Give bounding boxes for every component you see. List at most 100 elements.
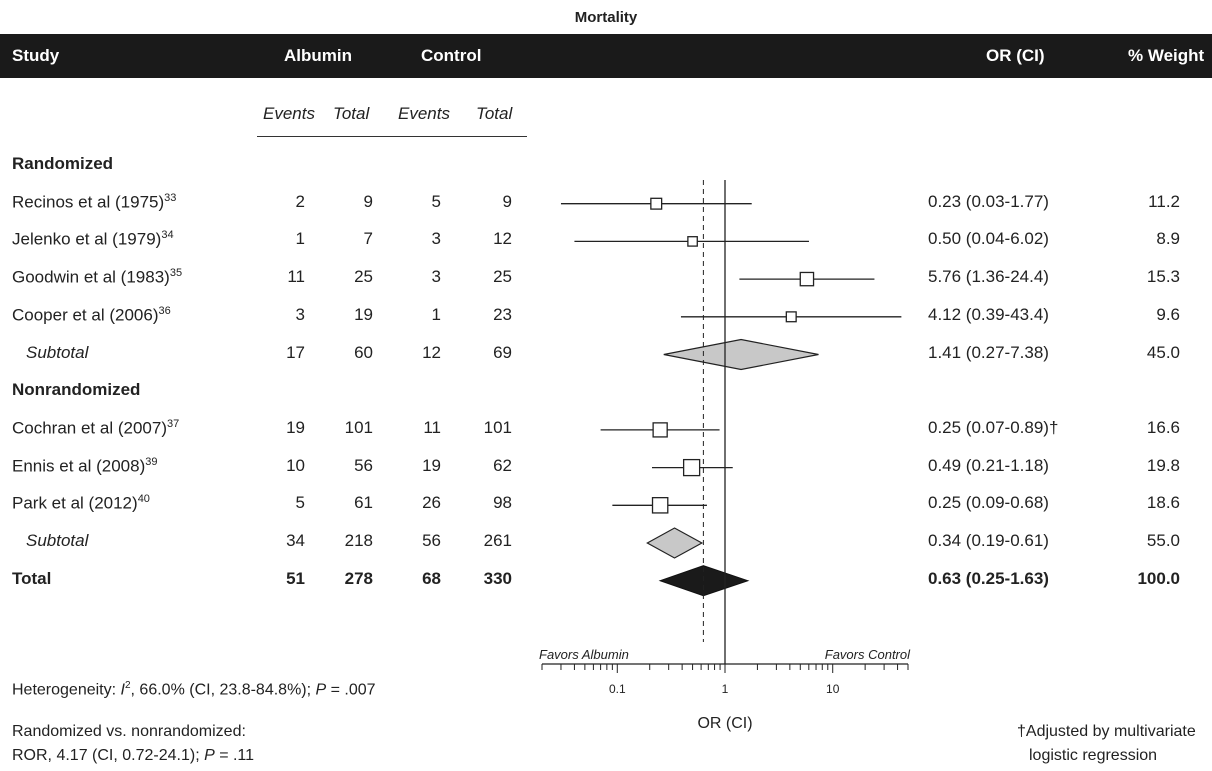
cell-ctl-events: 68 <box>422 568 441 588</box>
cell-ctl-events: 19 <box>422 455 441 475</box>
cell-ctl-events: 3 <box>431 267 441 287</box>
cell-ctl-total: 101 <box>483 417 512 437</box>
cell-ctl-total: 62 <box>493 455 512 475</box>
row-label: Subtotal <box>26 531 89 550</box>
row-label: Cochran et al (2007)37 <box>12 417 180 438</box>
row-label: Subtotal <box>26 342 89 362</box>
cell-alb-total: 25 <box>354 267 373 287</box>
cell-ctl-total: 12 <box>493 229 512 249</box>
weight-value: 18.6 <box>1146 493 1180 513</box>
subheader-rule <box>257 136 527 137</box>
weight-value: 15.3 <box>1146 267 1180 287</box>
or-ci-value: 4.12 (0.39-43.4) <box>928 304 1049 324</box>
chart-title: Mortality <box>574 9 638 26</box>
cell-ctl-events: 12 <box>422 342 441 362</box>
weight-value: 16.6 <box>1146 417 1180 437</box>
tick-label: 10 <box>826 682 840 696</box>
or-ci-value: 1.41 (0.27-7.38) <box>928 342 1049 362</box>
randomized-vs-nonrandomized-line1: Randomized vs. nonrandomized: <box>12 723 246 740</box>
subheader-albumin-total: Total <box>333 104 370 123</box>
cell-ctl-events: 56 <box>422 531 441 550</box>
weight-value: 19.8 <box>1146 455 1180 475</box>
cell-alb-total: 101 <box>344 417 373 437</box>
section-heading: Nonrandomized <box>12 380 141 400</box>
cell-ctl-total: 330 <box>483 568 512 588</box>
cell-alb-events: 2 <box>295 191 305 211</box>
row-label: Park et al (2012)40 <box>12 493 150 513</box>
point-estimate-square <box>682 458 701 477</box>
point-estimate-square <box>687 236 698 247</box>
cell-ctl-total: 23 <box>493 304 512 324</box>
or-ci-value: 0.25 (0.07-0.89)† <box>928 417 1059 437</box>
footnote-line1: †Adjusted by multivariate <box>1017 723 1196 740</box>
or-ci-value: 5.76 (1.36-24.4) <box>928 267 1049 287</box>
cell-ctl-total: 25 <box>493 267 512 287</box>
header-control: Control <box>421 46 482 65</box>
tick-label: 0.1 <box>609 682 626 696</box>
cell-ctl-total: 9 <box>502 191 512 211</box>
cell-alb-total: 7 <box>363 229 373 249</box>
subtotal-diamond <box>646 527 704 559</box>
cell-alb-events: 11 <box>287 267 305 287</box>
randomized-vs-nonrandomized-line2: ROR, 4.17 (CI, 0.72-24.1); P = .11 <box>12 747 255 764</box>
row-label: Total <box>12 568 52 588</box>
x-axis-label: OR (CI) <box>697 715 752 732</box>
cell-alb-events: 5 <box>295 493 305 513</box>
cell-alb-total: 9 <box>363 191 373 211</box>
point-estimate-square <box>650 197 663 210</box>
subheader-control-total: Total <box>476 104 513 123</box>
header-albumin: Albumin <box>284 46 352 65</box>
cell-ctl-total: 261 <box>483 531 512 550</box>
header-study: Study <box>12 46 60 65</box>
header-weight: % Weight <box>1128 46 1205 65</box>
cell-alb-total: 61 <box>354 493 373 513</box>
section-heading: Randomized <box>12 154 114 173</box>
cell-alb-events: 1 <box>295 229 305 249</box>
row-label: Recinos et al (1975)33 <box>12 191 177 212</box>
cell-ctl-events: 5 <box>431 191 441 211</box>
cell-ctl-events: 1 <box>431 304 441 324</box>
subheader-albumin-events: Events <box>263 104 315 123</box>
or-ci-value: 0.49 (0.21-1.18) <box>928 455 1049 475</box>
cell-ctl-total: 98 <box>493 493 512 513</box>
cell-alb-total: 218 <box>344 531 373 550</box>
weight-value: 55.0 <box>1146 531 1180 550</box>
cell-alb-events: 17 <box>286 342 305 362</box>
cell-alb-events: 19 <box>286 417 305 437</box>
cell-alb-events: 51 <box>286 568 305 588</box>
row-label: Goodwin et al (1983)35 <box>12 267 183 287</box>
cell-alb-total: 19 <box>354 304 373 324</box>
weight-value: 100.0 <box>1137 568 1180 588</box>
cell-ctl-total: 69 <box>493 342 512 362</box>
cell-ctl-events: 3 <box>431 229 441 249</box>
subheader-control-events: Events <box>398 104 450 123</box>
or-ci-value: 0.34 (0.19-0.61) <box>928 531 1049 550</box>
header-bar <box>0 34 1212 78</box>
cell-alb-events: 3 <box>295 304 305 324</box>
weight-value: 9.6 <box>1156 304 1180 324</box>
subtotal-diamond <box>663 338 819 371</box>
point-estimate-square <box>651 497 669 514</box>
cell-alb-events: 10 <box>286 455 305 475</box>
or-ci-value: 0.50 (0.04-6.02) <box>928 229 1049 249</box>
or-ci-value: 0.23 (0.03-1.77) <box>928 191 1049 211</box>
weight-value: 8.9 <box>1156 229 1180 249</box>
cell-ctl-events: 26 <box>422 493 441 513</box>
heterogeneity-text: Heterogeneity: I2, 66.0% (CI, 23.8-84.8%… <box>12 680 376 699</box>
cell-alb-total: 60 <box>354 342 373 362</box>
point-estimate-square <box>799 271 815 287</box>
row-label: Ennis et al (2008)39 <box>12 455 158 476</box>
favors-control-label: Favors Control <box>825 647 911 662</box>
footnote-line2: logistic regression <box>1029 747 1158 764</box>
cell-alb-events: 34 <box>286 531 305 550</box>
or-ci-value: 0.63 (0.25-1.63) <box>928 568 1049 588</box>
cell-alb-total: 278 <box>344 568 373 588</box>
header-or-ci: OR (CI) <box>986 46 1045 65</box>
weight-value: 11.2 <box>1148 191 1180 211</box>
tick-label: 1 <box>722 682 729 696</box>
or-ci-value: 0.25 (0.09-0.68) <box>928 493 1049 513</box>
favors-albumin-label: Favors Albumin <box>539 647 629 662</box>
cell-alb-total: 56 <box>354 455 373 475</box>
point-estimate-square <box>652 422 668 438</box>
